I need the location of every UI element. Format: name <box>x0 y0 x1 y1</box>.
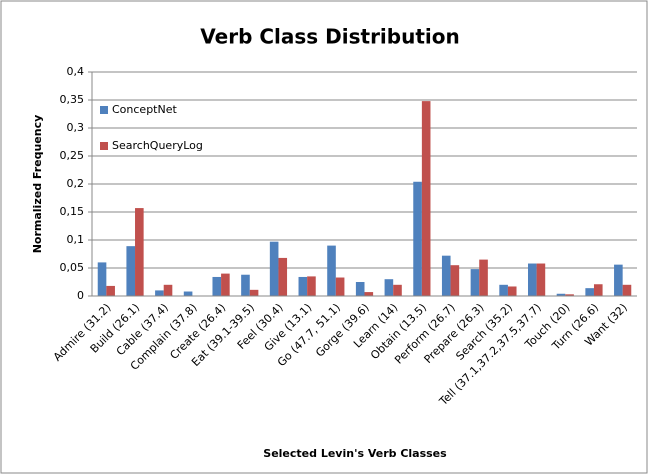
bar <box>163 284 173 296</box>
bar <box>470 269 480 296</box>
y-tick-label: 0,2 <box>67 177 85 190</box>
bar <box>450 265 460 296</box>
bar <box>97 262 107 296</box>
legend-swatch <box>100 106 108 114</box>
bar <box>155 290 164 296</box>
y-tick-label: 0,3 <box>67 121 85 134</box>
bar <box>269 241 279 296</box>
bar <box>421 101 431 297</box>
bar <box>135 208 144 296</box>
bar <box>327 245 336 296</box>
y-tick-label: 0,1 <box>67 233 85 246</box>
bar <box>536 263 546 296</box>
bar <box>384 279 394 296</box>
bar <box>622 284 632 296</box>
x-axis-title: Selected Levin's Verb Classes <box>263 447 447 460</box>
bar <box>126 246 136 296</box>
y-tick-label: 0,15 <box>60 205 85 218</box>
y-tick-label: 0,05 <box>60 261 85 274</box>
bar <box>614 264 623 296</box>
y-tick-label: 0 <box>77 289 84 302</box>
bar <box>556 293 566 296</box>
y-tick-label: 0,4 <box>67 65 85 78</box>
chart-title: Verb Class Distribution <box>200 25 459 49</box>
legend-swatch <box>100 142 108 150</box>
bar <box>307 276 316 296</box>
bar <box>298 276 308 296</box>
bar <box>241 274 250 296</box>
bar <box>565 294 574 296</box>
bar <box>393 284 402 296</box>
y-tick-label: 0,25 <box>60 149 85 162</box>
bar <box>183 291 193 296</box>
bar <box>499 284 508 296</box>
bar <box>413 181 422 296</box>
bar <box>221 273 230 296</box>
y-tick-label: 0,35 <box>60 93 85 106</box>
bar <box>355 282 365 296</box>
bar <box>479 259 488 296</box>
bar <box>441 255 451 296</box>
bar <box>507 286 517 296</box>
bar <box>335 277 345 296</box>
legend-label: SearchQueryLog <box>112 139 203 152</box>
bar <box>593 284 603 296</box>
bar <box>528 263 537 296</box>
bar <box>585 288 594 296</box>
bar <box>278 257 288 296</box>
bar <box>106 285 115 296</box>
bar <box>364 292 374 296</box>
bar <box>249 289 259 296</box>
bar <box>212 276 222 296</box>
y-axis-title: Normalized Frequency <box>31 115 44 254</box>
legend-label: ConceptNet <box>112 103 177 116</box>
